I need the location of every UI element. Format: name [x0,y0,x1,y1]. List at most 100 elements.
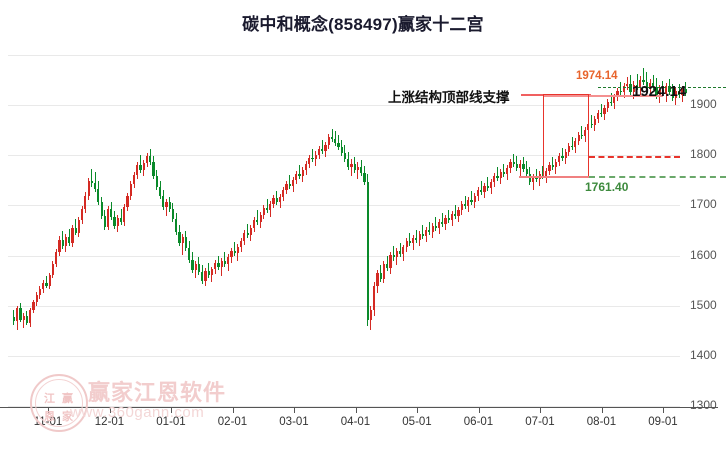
candlestick-body [376,272,379,286]
candlestick [278,194,282,209]
candlestick [564,149,567,165]
candlestick [233,242,236,257]
candlestick [476,187,480,202]
candlestick [376,269,379,293]
candlestick-wick [532,174,534,191]
candlestick-wick [299,165,301,180]
candlestick-body [16,308,19,321]
candlestick-wick [643,67,645,85]
candlestick-body [25,315,29,323]
candlestick-body [512,162,515,165]
candlestick [68,229,71,247]
candlestick-body [330,137,334,140]
candlestick-body [509,162,512,169]
candlestick-wick [626,76,628,90]
candlestick-body [191,259,194,270]
x-axis-tick-label: 09-01 [648,416,678,428]
candlestick-body [165,202,168,208]
candlestick-body [71,228,74,244]
candlestick-body [590,124,593,126]
candlestick-wick [256,210,258,226]
candlestick [609,92,613,106]
candlestick-body [681,88,684,95]
candlestick-body [253,220,256,229]
candlestick-body [48,274,51,286]
candlestick [201,264,204,284]
candlestick [25,310,29,325]
candlestick-wick [636,73,638,90]
candlestick [42,279,45,293]
candlestick-body [642,79,645,82]
candlestick-wick [513,154,515,168]
candlestick [29,307,32,327]
candlestick [197,256,201,275]
candlestick-body [347,159,350,168]
y-axis-tick-label: 1700 [690,197,717,212]
candlestick-body [415,238,418,241]
candlestick-body [298,174,301,177]
candlestick [437,219,441,235]
candlestick [369,305,373,330]
candlestick-body [382,263,386,279]
candlestick-wick [409,233,411,247]
resistance-dashed-line [589,156,680,158]
x-axis-tick-label: 05-01 [402,416,432,428]
candlestick-body [626,83,629,86]
candlestick [48,272,51,289]
candlestick-wick [415,230,417,244]
candlestick-body [444,218,447,225]
candlestick-body [386,263,389,268]
candlestick-wick [652,74,654,90]
candlestick-body [42,282,45,289]
candlestick-body [64,237,68,247]
candlestick-body [321,149,324,152]
candlestick [470,191,473,206]
candlestick [661,80,665,97]
candlestick [447,210,450,224]
candlestick-body [506,168,509,175]
candlestick-body [314,155,317,160]
candlestick-body [554,162,557,168]
candlestick [340,140,343,157]
candlestick [366,174,369,326]
candlestick-body [408,241,411,244]
candlestick [165,199,168,217]
candlestick-body [285,184,288,191]
candlestick [645,71,648,92]
candlestick-body [327,137,330,146]
candlestick-wick [23,312,25,329]
candlestick [181,234,184,256]
x-axis-tick [540,407,541,413]
candlestick-body [337,143,340,148]
candlestick-body [363,173,366,183]
candlestick-body [632,84,635,92]
candlestick [353,157,356,174]
candlestick-wick [224,252,226,267]
candlestick [223,252,227,267]
candlestick-wick [140,155,142,174]
candlestick-body [405,241,408,248]
candlestick-wick [519,160,521,177]
candlestick [408,233,411,247]
candlestick-body [635,84,639,87]
candlestick [317,146,321,160]
candlestick-wick [471,191,473,206]
candlestick-body [661,89,665,94]
candlestick-body [665,85,668,94]
candlestick [541,166,545,180]
candlestick-body [645,81,648,89]
x-axis-tick-label: 04-01 [340,416,371,428]
x-axis-tick-label: 08-01 [586,416,617,428]
candlestick-body [548,165,551,172]
candlestick-wick [662,80,664,97]
candlestick-body [428,230,431,233]
candlestick [184,231,188,252]
candlestick [574,138,577,154]
candlestick-body [97,189,100,203]
candlestick [74,219,77,236]
candlestick-body [55,252,58,264]
candlestick-body [353,164,356,171]
watermark-seal-inner [35,379,83,427]
candlestick [100,197,103,220]
gridline [8,54,680,56]
